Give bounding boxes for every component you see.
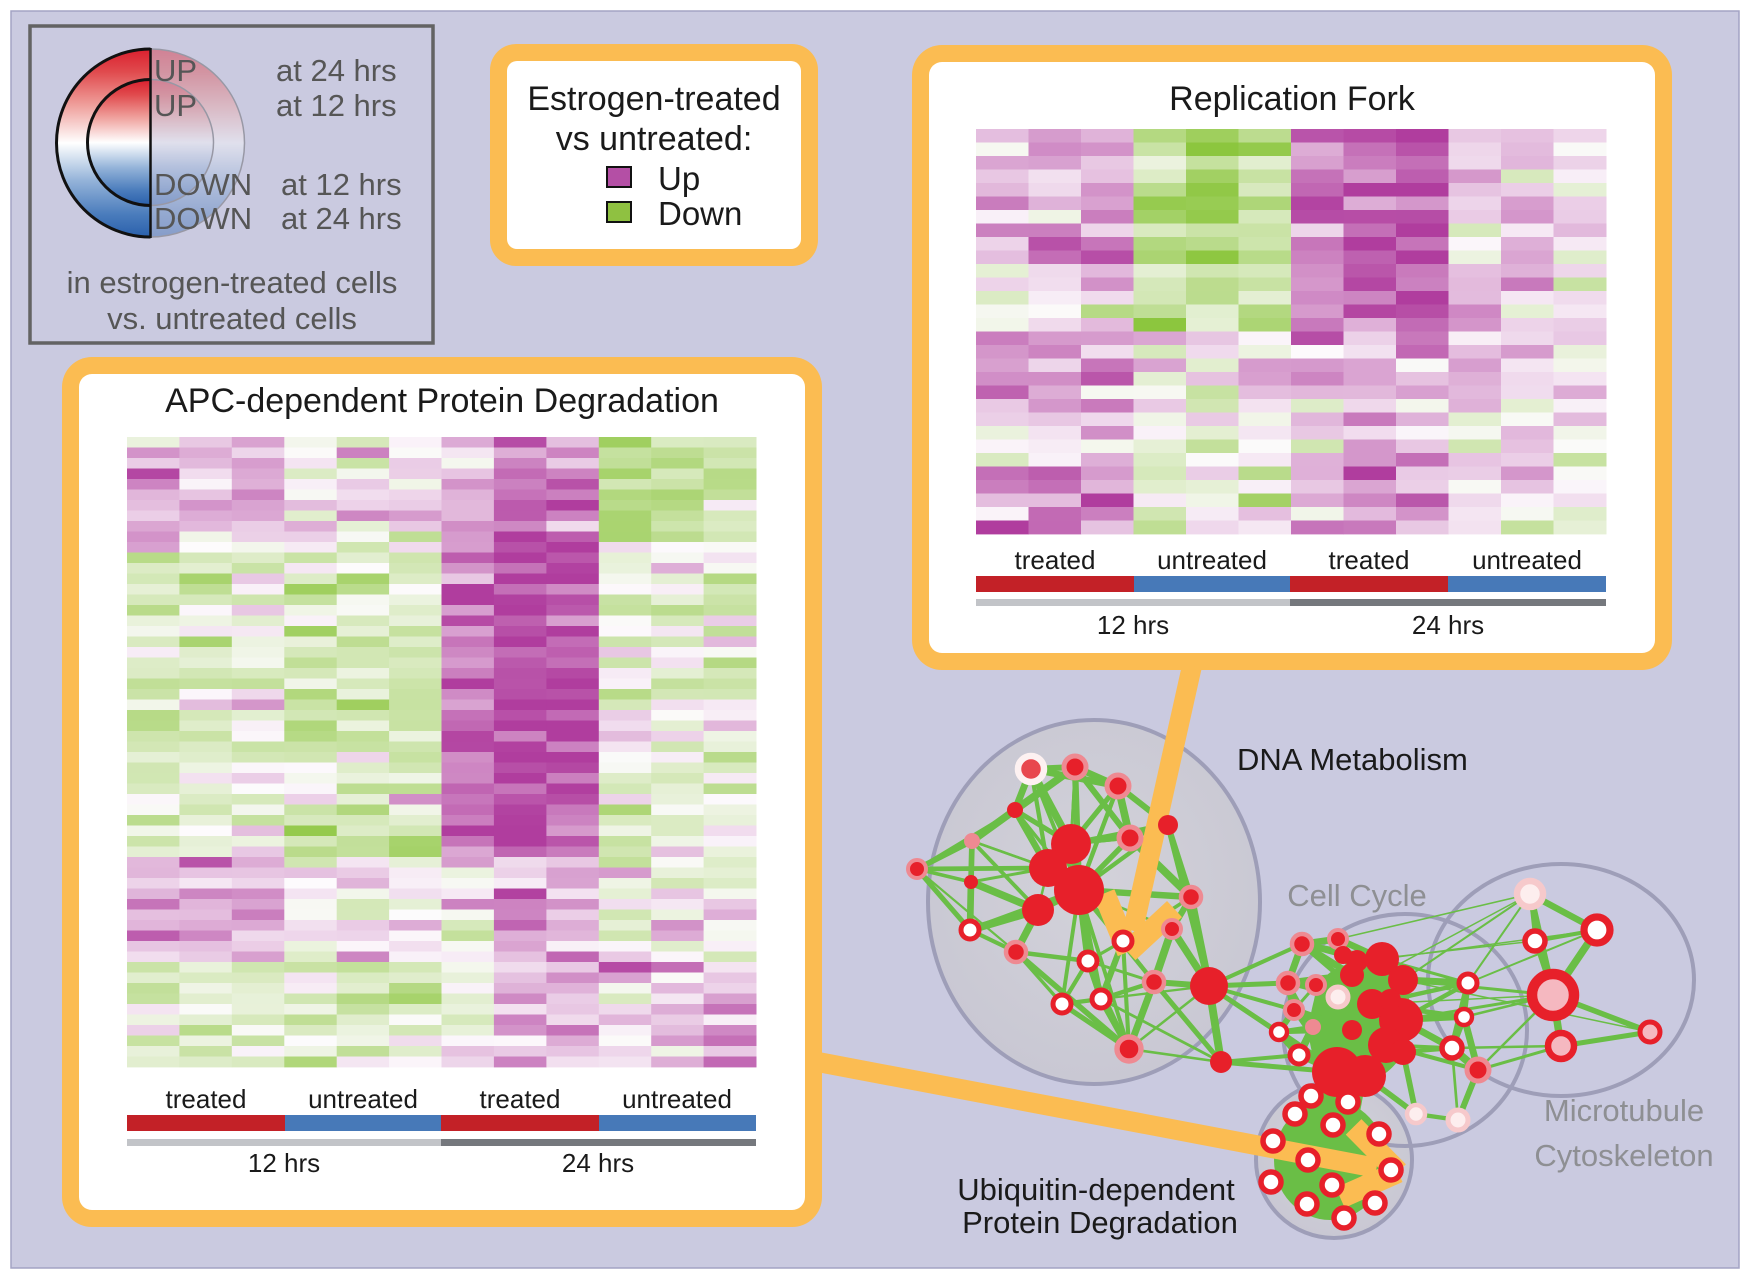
- svg-text:at 12 hrs: at 12 hrs: [281, 167, 402, 202]
- svg-text:in estrogen-treated cells: in estrogen-treated cells: [67, 265, 398, 300]
- svg-text:Microtubule: Microtubule: [1544, 1093, 1704, 1128]
- svg-text:at 12 hrs: at 12 hrs: [276, 88, 397, 123]
- svg-text:Replication Fork: Replication Fork: [1169, 80, 1416, 118]
- svg-text:DNA Metabolism: DNA Metabolism: [1237, 742, 1468, 777]
- svg-text:at 24 hrs: at 24 hrs: [276, 53, 397, 88]
- svg-text:12 hrs: 12 hrs: [248, 1148, 320, 1178]
- svg-text:vs. untreated cells: vs. untreated cells: [107, 301, 357, 336]
- svg-text:untreated: untreated: [308, 1084, 418, 1114]
- svg-text:DOWN: DOWN: [154, 201, 252, 236]
- svg-text:Cell Cycle: Cell Cycle: [1287, 878, 1427, 913]
- svg-text:Up: Up: [658, 160, 700, 197]
- svg-text:vs untreated:: vs untreated:: [556, 120, 753, 158]
- svg-text:Down: Down: [658, 195, 742, 232]
- svg-text:24 hrs: 24 hrs: [562, 1148, 634, 1178]
- svg-text:untreated: untreated: [1157, 545, 1267, 575]
- svg-text:24 hrs: 24 hrs: [1412, 610, 1484, 640]
- svg-text:treated: treated: [1329, 545, 1410, 575]
- svg-text:Ubiquitin-dependent: Ubiquitin-dependent: [957, 1172, 1235, 1207]
- svg-text:DOWN: DOWN: [154, 167, 252, 202]
- svg-text:treated: treated: [1015, 545, 1096, 575]
- svg-text:at 24 hrs: at 24 hrs: [281, 201, 402, 236]
- svg-text:untreated: untreated: [622, 1084, 732, 1114]
- svg-text:Estrogen-treated: Estrogen-treated: [527, 80, 780, 118]
- svg-text:UP: UP: [154, 88, 197, 123]
- svg-text:untreated: untreated: [1472, 545, 1582, 575]
- svg-text:treated: treated: [480, 1084, 561, 1114]
- svg-text:Protein Degradation: Protein Degradation: [962, 1205, 1238, 1240]
- svg-text:Cytoskeleton: Cytoskeleton: [1534, 1138, 1713, 1173]
- svg-text:12 hrs: 12 hrs: [1097, 610, 1169, 640]
- svg-text:treated: treated: [166, 1084, 247, 1114]
- svg-text:UP: UP: [154, 53, 197, 88]
- svg-text:APC-dependent Protein Degradat: APC-dependent Protein Degradation: [165, 382, 719, 420]
